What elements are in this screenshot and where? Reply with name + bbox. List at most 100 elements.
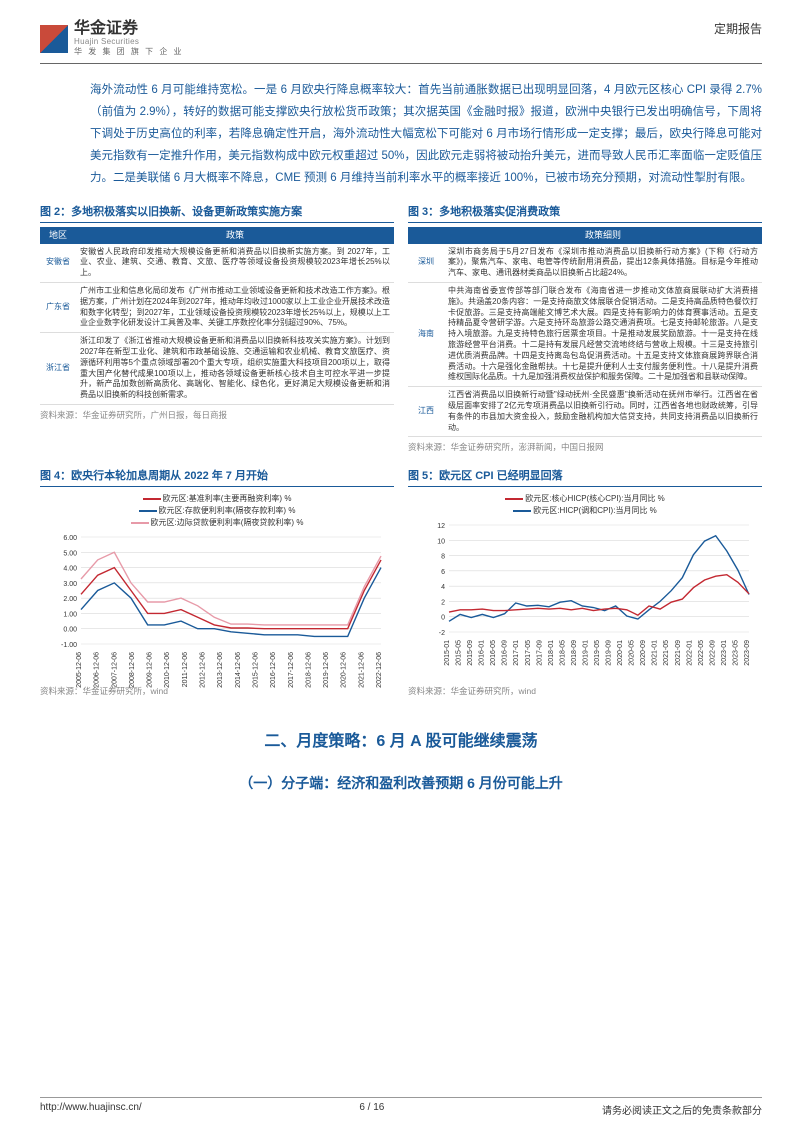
svg-text:0.00: 0.00 bbox=[63, 627, 77, 634]
svg-text:-2: -2 bbox=[439, 630, 445, 637]
figure-5-legend: 欧元区:核心HICP(核心CPI):当月同比 %欧元区:HICP(调和CPI):… bbox=[408, 491, 762, 521]
svg-text:2023-05: 2023-05 bbox=[732, 640, 739, 666]
table-row: 广东省广州市工业和信息化局印发布《广州市推动工业领域设备更新和技术改造工作方案》… bbox=[40, 282, 394, 332]
svg-text:2019-12-06: 2019-12-06 bbox=[323, 652, 330, 688]
figure-3-source: 资料来源：华金证券研究所，澎湃新闻，中国日报网 bbox=[408, 441, 762, 453]
svg-text:3.00: 3.00 bbox=[63, 581, 77, 588]
legend-item: 欧元区:核心HICP(核心CPI):当月同比 % bbox=[505, 493, 665, 505]
page-footer: http://www.huajinsc.cn/ 6 / 16 请务必阅读正文之后… bbox=[40, 1097, 762, 1117]
svg-text:6.00: 6.00 bbox=[63, 535, 77, 542]
svg-text:2020-05: 2020-05 bbox=[629, 640, 636, 666]
svg-text:2018-12-06: 2018-12-06 bbox=[305, 652, 312, 688]
footer-url: http://www.huajinsc.cn/ bbox=[40, 1102, 142, 1117]
region-cell: 深圳 bbox=[408, 244, 444, 283]
svg-text:2: 2 bbox=[441, 600, 445, 607]
brand-name-en: Huajin Securities bbox=[74, 38, 184, 47]
figure-4-legend: 欧元区:基准利率(主要再融资利率) %欧元区:存款便利利率(隔夜存款利率) %欧… bbox=[40, 491, 394, 533]
svg-text:1.00: 1.00 bbox=[63, 612, 77, 619]
svg-text:2017-05: 2017-05 bbox=[525, 640, 532, 666]
table-row: 海南中共海南省委宣传部等部门联合发布《海南省进一步推动文体旅商展联动扩大消费措施… bbox=[408, 282, 762, 386]
main-paragraph: 海外流动性 6 月可能维持宽松。一是 6 月欧央行降息概率较大：首先当前通胀数据… bbox=[90, 80, 762, 189]
table-row: 江西江西省消费品以旧换新行动暨"绿动抚州·全民盛惠"换新活动在抚州市举行。江西省… bbox=[408, 387, 762, 437]
figure-2: 图 2：多地积极落实以旧换新、设备更新政策实施方案 地区 政策 安徽省安徽省人民… bbox=[40, 203, 394, 453]
figure-2-table: 地区 政策 安徽省安徽省人民政府印发推动大规模设备更新和消费品以旧换新实施方案。… bbox=[40, 227, 394, 405]
svg-text:2.00: 2.00 bbox=[63, 596, 77, 603]
svg-text:2015-05: 2015-05 bbox=[456, 640, 463, 666]
svg-text:2020-01: 2020-01 bbox=[617, 640, 624, 666]
svg-text:2022-01: 2022-01 bbox=[686, 640, 693, 666]
legend-item: 欧元区:边际贷款便利利率(隔夜贷款利率) % bbox=[131, 517, 304, 529]
svg-text:2023-01: 2023-01 bbox=[721, 640, 728, 666]
svg-text:2015-09: 2015-09 bbox=[467, 640, 474, 666]
svg-text:0: 0 bbox=[441, 615, 445, 622]
svg-text:2016-05: 2016-05 bbox=[490, 640, 497, 666]
region-cell: 广东省 bbox=[40, 282, 76, 332]
svg-text:2019-09: 2019-09 bbox=[606, 640, 613, 666]
svg-text:2008-12-06: 2008-12-06 bbox=[129, 652, 136, 688]
figure-3: 图 3：多地积极落实促消费政策 政策细则 深圳深圳市商务局于5月27日发布《深圳… bbox=[408, 203, 762, 453]
table-row: 深圳深圳市商务局于5月27日发布《深圳市推动消费品以旧换新行动方案》(下称《行动… bbox=[408, 244, 762, 283]
section-heading-1: 二、月度策略：6 月 A 股可能继续震荡 bbox=[40, 727, 762, 751]
svg-text:2020-12-06: 2020-12-06 bbox=[341, 652, 348, 688]
svg-text:2009-12-06: 2009-12-06 bbox=[147, 652, 154, 688]
figure-3-title: 图 3：多地积极落实促消费政策 bbox=[408, 203, 762, 223]
svg-text:2005-12-06: 2005-12-06 bbox=[76, 652, 83, 688]
svg-text:2021-09: 2021-09 bbox=[675, 640, 682, 666]
fig2-col-policy: 政策 bbox=[76, 227, 394, 243]
figure-5-chart: 121086420-22015-012015-052015-092016-012… bbox=[408, 521, 762, 676]
figure-3-table: 政策细则 深圳深圳市商务局于5月27日发布《深圳市推动消费品以旧换新行动方案》(… bbox=[408, 227, 762, 437]
svg-text:2019-05: 2019-05 bbox=[594, 640, 601, 666]
svg-text:4.00: 4.00 bbox=[63, 566, 77, 573]
figure-4: 图 4：欧央行本轮加息周期从 2022 年 7 月开始 欧元区:基准利率(主要再… bbox=[40, 467, 394, 697]
svg-text:2022-12-06: 2022-12-06 bbox=[376, 652, 383, 688]
fig3-col-policy: 政策细则 bbox=[444, 227, 762, 243]
svg-text:2021-01: 2021-01 bbox=[652, 640, 659, 666]
region-cell: 浙江省 bbox=[40, 333, 76, 405]
svg-text:2017-01: 2017-01 bbox=[513, 640, 520, 666]
svg-text:2021-05: 2021-05 bbox=[663, 640, 670, 666]
svg-text:2019-01: 2019-01 bbox=[582, 640, 589, 666]
svg-text:2014-12-06: 2014-12-06 bbox=[235, 652, 242, 688]
svg-text:2012-12-06: 2012-12-06 bbox=[200, 652, 207, 688]
svg-text:-1.00: -1.00 bbox=[61, 642, 77, 649]
desc-cell: 深圳市商务局于5月27日发布《深圳市推动消费品以旧换新行动方案》(下称《行动方案… bbox=[444, 244, 762, 283]
svg-text:5.00: 5.00 bbox=[63, 551, 77, 558]
svg-text:4: 4 bbox=[441, 584, 445, 591]
brand-block: 华金证券 Huajin Securities 华 发 集 团 旗 下 企 业 bbox=[40, 20, 184, 57]
svg-text:2016-12-06: 2016-12-06 bbox=[270, 652, 277, 688]
region-cell: 江西 bbox=[408, 387, 444, 437]
figure-2-title: 图 2：多地积极落实以旧换新、设备更新政策实施方案 bbox=[40, 203, 394, 223]
desc-cell: 浙江印发了《浙江省推动大规模设备更新和消费品以旧换新科技攻关实施方案》。计划到2… bbox=[76, 333, 394, 405]
svg-text:2020-09: 2020-09 bbox=[640, 640, 647, 666]
report-type-label: 定期报告 bbox=[714, 20, 762, 37]
svg-text:2015-01: 2015-01 bbox=[444, 640, 451, 666]
svg-text:2017-12-06: 2017-12-06 bbox=[288, 652, 295, 688]
table-row: 浙江省浙江印发了《浙江省推动大规模设备更新和消费品以旧换新科技攻关实施方案》。计… bbox=[40, 333, 394, 405]
section-heading-2: （一）分子端：经济和盈利改善预期 6 月份可能上升 bbox=[40, 773, 762, 793]
region-cell: 海南 bbox=[408, 282, 444, 386]
desc-cell: 安徽省人民政府印发推动大规模设备更新和消费品以旧换新实施方案。到 2027年，工… bbox=[76, 244, 394, 283]
figure-5-source: 资料来源：华金证券研究所，wind bbox=[408, 685, 762, 697]
svg-text:2006-12-06: 2006-12-06 bbox=[94, 652, 101, 688]
desc-cell: 中共海南省委宣传部等部门联合发布《海南省进一步推动文体旅商展联动扩大消费措施》。… bbox=[444, 282, 762, 386]
svg-text:2007-12-06: 2007-12-06 bbox=[111, 652, 118, 688]
brand-logo-icon bbox=[40, 25, 68, 53]
legend-item: 欧元区:存款便利利率(隔夜存款利率) % bbox=[139, 505, 296, 517]
region-cell: 安徽省 bbox=[40, 244, 76, 283]
figure-4-title: 图 4：欧央行本轮加息周期从 2022 年 7 月开始 bbox=[40, 467, 394, 487]
svg-text:8: 8 bbox=[441, 554, 445, 561]
fig3-col-region bbox=[408, 227, 444, 243]
svg-text:10: 10 bbox=[437, 539, 445, 546]
svg-text:2022-05: 2022-05 bbox=[698, 640, 705, 666]
svg-text:2022-09: 2022-09 bbox=[709, 640, 716, 666]
svg-text:2018-01: 2018-01 bbox=[548, 640, 555, 666]
brand-name-cn: 华金证券 bbox=[74, 20, 138, 37]
figure-2-source: 资料来源：华金证券研究所，广州日报，每日商报 bbox=[40, 409, 394, 421]
svg-text:2017-09: 2017-09 bbox=[536, 640, 543, 666]
svg-text:2023-09: 2023-09 bbox=[744, 640, 751, 666]
svg-text:2016-09: 2016-09 bbox=[502, 640, 509, 666]
table-row: 安徽省安徽省人民政府印发推动大规模设备更新和消费品以旧换新实施方案。到 2027… bbox=[40, 244, 394, 283]
page-header: 华金证券 Huajin Securities 华 发 集 团 旗 下 企 业 定… bbox=[40, 20, 762, 64]
svg-text:2011-12-06: 2011-12-06 bbox=[182, 652, 189, 687]
fig2-col-region: 地区 bbox=[40, 227, 76, 243]
